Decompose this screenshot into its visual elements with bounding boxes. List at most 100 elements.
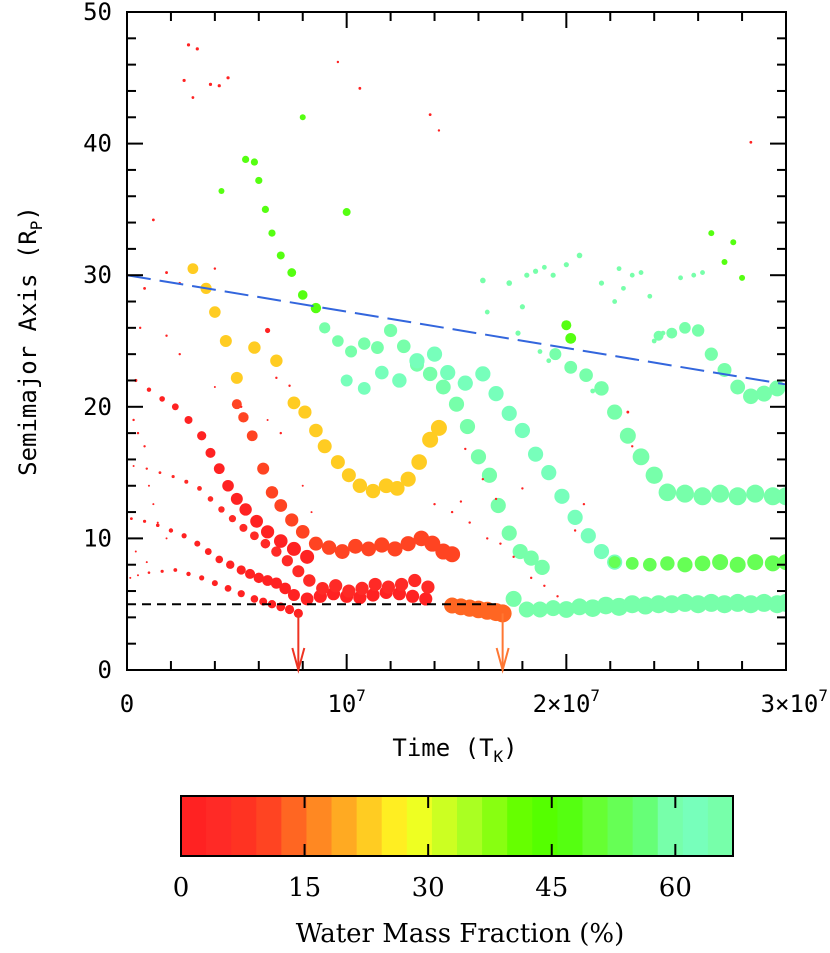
series-track-orange-inner <box>444 597 512 623</box>
data-point <box>481 467 498 483</box>
data-point <box>532 268 539 274</box>
data-point <box>419 592 433 606</box>
data-point <box>660 330 666 336</box>
data-point <box>226 560 235 569</box>
data-point <box>330 455 345 470</box>
data-point <box>152 503 155 506</box>
series-track-green-mid <box>608 554 786 573</box>
data-point <box>292 565 305 578</box>
data-point <box>638 270 644 275</box>
data-point <box>777 487 786 506</box>
data-point <box>608 556 621 569</box>
data-point <box>468 521 471 524</box>
data-point <box>136 431 140 435</box>
data-point <box>702 593 721 612</box>
data-point <box>381 580 396 594</box>
y-tick-labels: 0 10 20 30 40 50 <box>83 0 112 684</box>
data-point <box>573 529 577 532</box>
data-point <box>677 557 693 573</box>
data-point <box>171 474 175 479</box>
data-point <box>285 513 299 527</box>
data-point <box>691 272 697 278</box>
data-point <box>400 536 416 552</box>
data-point <box>721 259 728 266</box>
data-point <box>645 466 663 484</box>
data-point <box>666 327 678 339</box>
data-point <box>675 484 694 503</box>
data-point <box>411 454 427 470</box>
y-tick-label: 50 <box>83 0 112 26</box>
data-point <box>636 596 655 615</box>
data-point <box>747 554 764 571</box>
data-point <box>550 272 556 278</box>
data-point <box>255 176 263 185</box>
data-point <box>184 415 193 424</box>
data-point <box>488 386 504 402</box>
data-point <box>484 309 490 315</box>
data-point <box>215 555 224 564</box>
data-point <box>261 205 269 213</box>
reference-lines <box>126 274 787 606</box>
data-point <box>300 549 315 564</box>
data-point <box>260 525 275 539</box>
data-point <box>607 404 623 420</box>
data-point <box>348 538 363 554</box>
data-point <box>218 187 225 194</box>
data-point <box>266 418 269 421</box>
data-point <box>700 270 705 275</box>
data-point <box>715 595 734 614</box>
data-point <box>571 598 588 616</box>
data-point <box>242 155 250 163</box>
data-point <box>387 541 403 557</box>
data-point <box>260 538 271 549</box>
data-point <box>563 262 569 268</box>
data-point <box>213 463 225 475</box>
data-point <box>329 579 343 593</box>
data-point <box>729 556 746 573</box>
data-point <box>236 565 246 575</box>
data-point <box>629 272 635 278</box>
data-point <box>448 396 465 412</box>
data-point <box>527 446 544 462</box>
data-point <box>394 577 409 592</box>
colorbar <box>181 796 734 856</box>
data-point <box>365 483 381 499</box>
data-point <box>515 330 521 336</box>
data-point <box>250 158 259 166</box>
data-point <box>267 600 277 609</box>
data-point <box>165 537 168 540</box>
arrows <box>291 613 510 674</box>
data-point <box>549 348 562 361</box>
data-point <box>632 448 650 466</box>
y-tick-label: 30 <box>83 261 112 289</box>
data-point <box>679 322 691 334</box>
data-point <box>374 537 390 553</box>
data-point <box>440 364 456 381</box>
data-point <box>297 290 308 300</box>
data-point <box>168 528 174 533</box>
data-point <box>741 595 760 614</box>
colorbar-swatch <box>206 796 232 856</box>
data-point <box>430 419 447 436</box>
data-point <box>332 335 344 347</box>
data-point <box>755 593 774 612</box>
plot-frame <box>126 11 787 671</box>
data-point <box>647 293 653 299</box>
data-point <box>321 540 337 555</box>
data-point <box>345 345 358 358</box>
data-point <box>565 332 577 344</box>
data-point <box>505 590 522 607</box>
series-track-green-upper <box>218 114 746 344</box>
data-point <box>769 380 786 397</box>
data-point <box>616 266 622 272</box>
y-tick-label: 40 <box>83 130 112 158</box>
data-point <box>531 601 548 618</box>
data-point <box>537 349 543 354</box>
data-point <box>186 571 191 577</box>
data-point <box>336 60 340 64</box>
data-point <box>743 388 759 405</box>
data-point <box>494 497 498 501</box>
data-point <box>159 396 165 402</box>
data-point <box>257 462 270 475</box>
data-point <box>230 371 243 384</box>
